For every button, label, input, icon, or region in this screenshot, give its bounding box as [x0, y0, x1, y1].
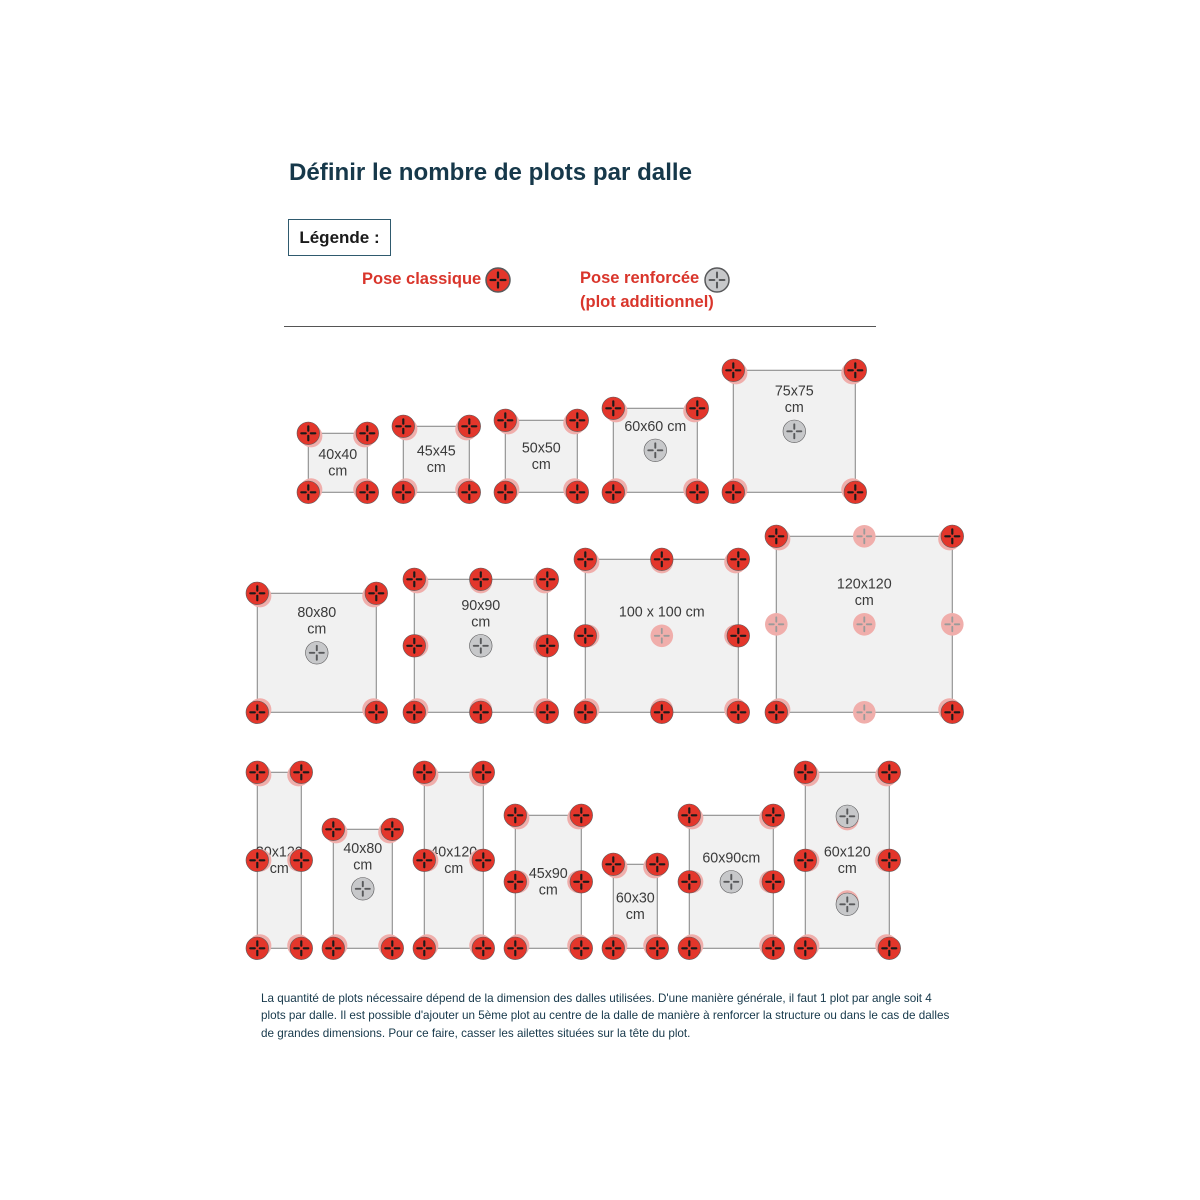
svg-text:cm: cm: [426, 460, 445, 476]
svg-text:cm: cm: [353, 857, 372, 873]
svg-text:60x60 cm: 60x60 cm: [624, 419, 686, 435]
svg-text:cm: cm: [837, 861, 856, 877]
svg-text:40x40: 40x40: [318, 447, 357, 463]
svg-text:cm: cm: [538, 882, 557, 898]
svg-text:cm: cm: [444, 861, 463, 877]
svg-text:cm: cm: [328, 463, 347, 479]
svg-text:cm: cm: [269, 861, 288, 877]
svg-text:cm: cm: [307, 621, 326, 637]
svg-text:cm: cm: [471, 614, 490, 630]
svg-text:60x90cm: 60x90cm: [702, 850, 760, 866]
svg-text:80x80: 80x80: [297, 605, 336, 621]
svg-text:45x45: 45x45: [417, 443, 456, 459]
svg-text:cm: cm: [784, 400, 803, 416]
svg-text:120x120: 120x120: [837, 576, 892, 592]
svg-text:cm: cm: [531, 457, 550, 473]
svg-text:cm: cm: [625, 907, 644, 923]
svg-text:40x80: 40x80: [343, 841, 382, 857]
svg-text:90x90: 90x90: [461, 598, 500, 614]
svg-text:50x50: 50x50: [522, 440, 561, 456]
svg-text:75x75: 75x75: [775, 383, 814, 399]
svg-text:60x120: 60x120: [824, 844, 871, 860]
svg-text:60x30: 60x30: [616, 890, 655, 906]
svg-text:cm: cm: [854, 593, 873, 609]
svg-text:100 x 100 cm: 100 x 100 cm: [619, 604, 705, 620]
svg-text:45x90: 45x90: [529, 866, 568, 882]
